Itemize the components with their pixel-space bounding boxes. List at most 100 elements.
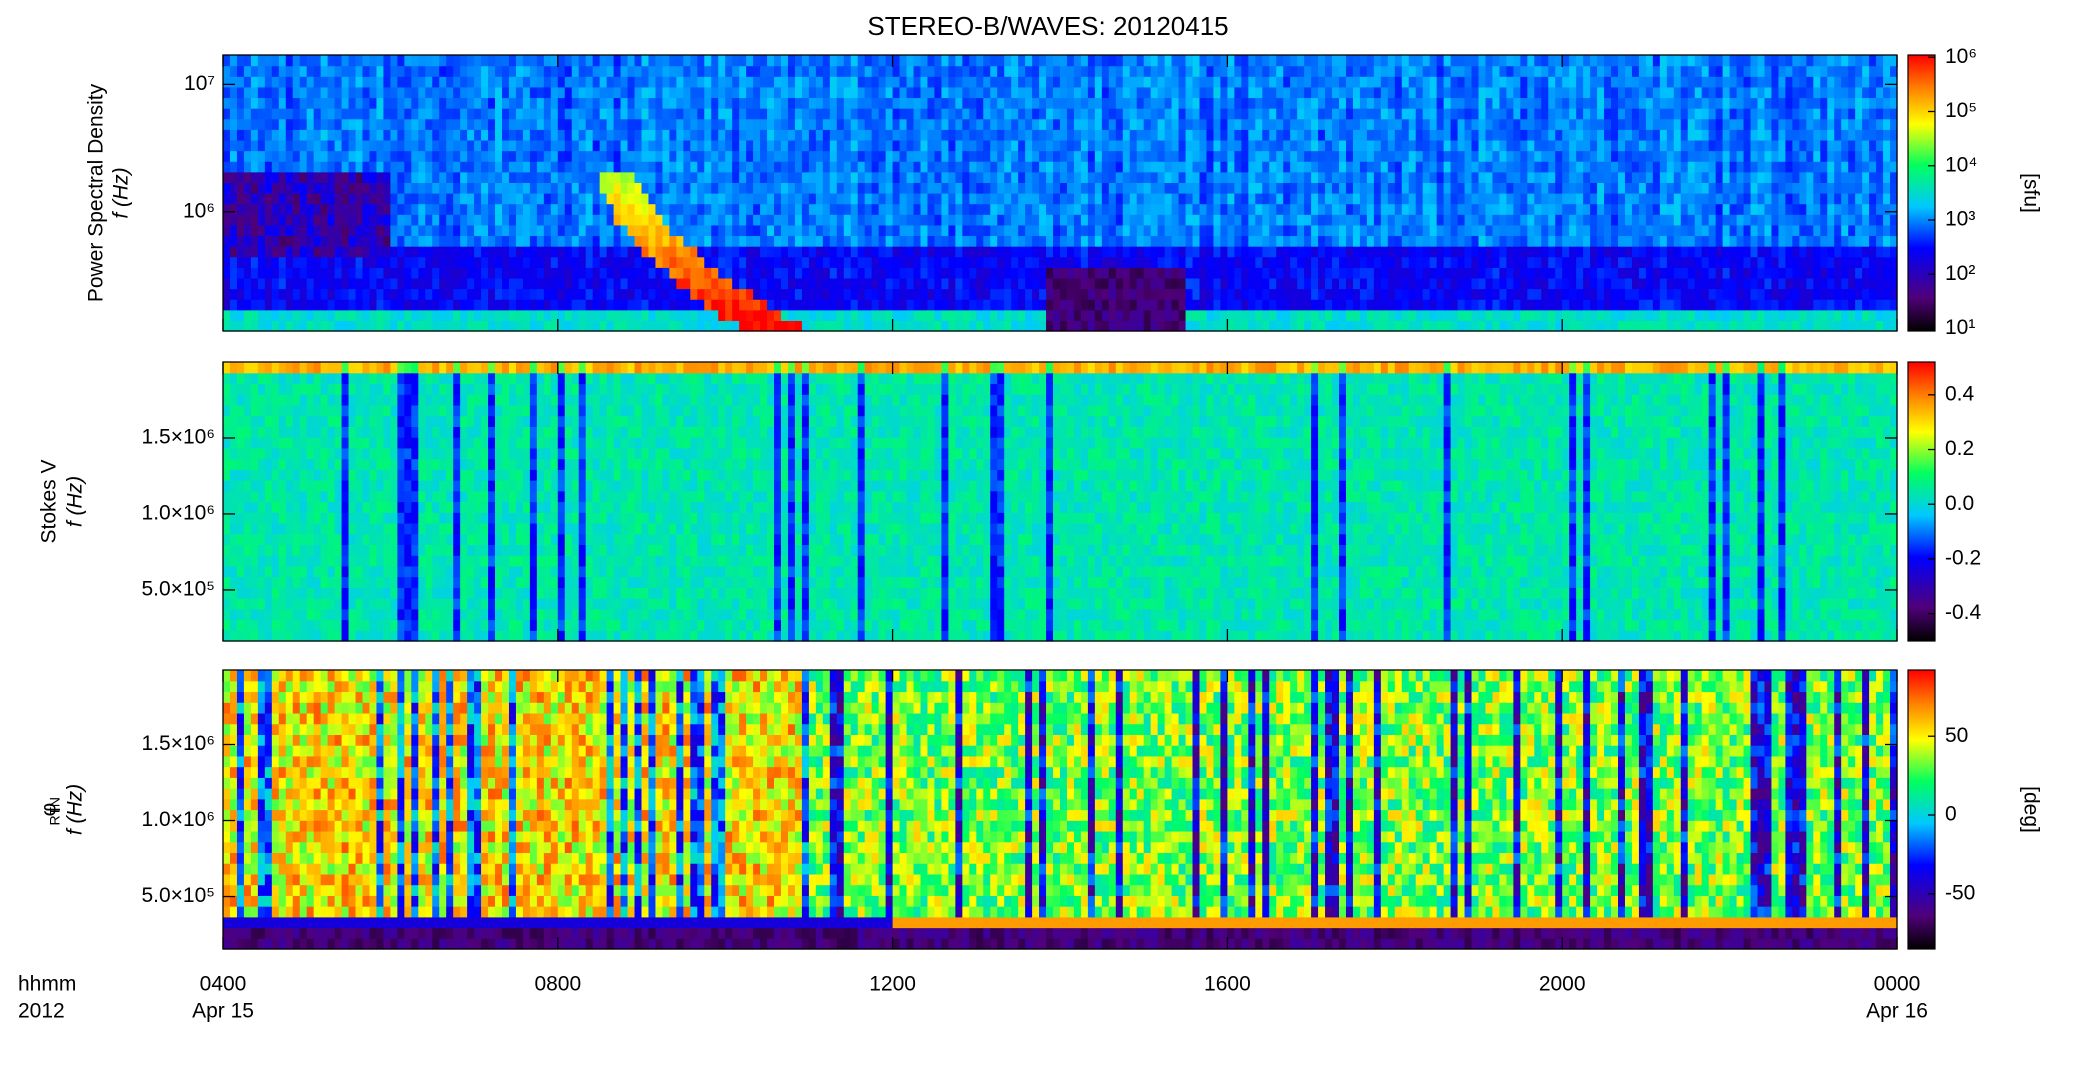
- spectrogram-cell: [1066, 182, 1075, 194]
- spectrogram-cell: [390, 161, 398, 173]
- spectrogram-cell: [1143, 246, 1152, 258]
- spectrogram-cell: [1025, 256, 1033, 268]
- spectrogram-cell: [1122, 203, 1131, 215]
- spectrogram-cell: [948, 139, 956, 152]
- spectrogram-cell: [892, 97, 901, 109]
- spectrogram-cell: [411, 65, 419, 77]
- spectrogram-cell: [878, 320, 887, 332]
- spectrogram-cell: [753, 118, 761, 130]
- spectrogram-cell: [934, 320, 943, 332]
- spectrogram-cell: [564, 203, 573, 215]
- spectrogram-cell: [1318, 129, 1326, 141]
- spectrogram-cell: [683, 86, 691, 99]
- spectrogram-cell: [278, 299, 287, 311]
- spectrogram-cell: [927, 139, 936, 152]
- spectrogram-cell: [1227, 320, 1235, 332]
- spectrogram-cell: [781, 65, 789, 77]
- spectrogram-cell: [704, 65, 712, 77]
- spectrogram-cell: [1087, 246, 1096, 258]
- spectrogram-cell: [1115, 76, 1124, 88]
- spectrogram-cell: [983, 309, 991, 321]
- spectrogram-cell: [1401, 277, 1410, 290]
- spectrogram-cell: [1011, 224, 1019, 237]
- spectrogram-cell: [962, 139, 970, 152]
- spectrogram-cell: [1541, 193, 1549, 205]
- spectrogram-cell: [1520, 193, 1528, 205]
- spectrogram-cell: [376, 118, 385, 130]
- spectrogram-cell: [627, 150, 636, 162]
- spectrogram-cell: [1039, 320, 1047, 332]
- spectrogram-cell: [655, 161, 664, 173]
- spectrogram-cell: [585, 161, 594, 173]
- spectrogram-cell: [320, 118, 329, 130]
- spectrogram-cell: [1046, 161, 1054, 173]
- spectrogram-cell: [1011, 193, 1019, 205]
- spectrogram-cell: [892, 108, 901, 120]
- spectrogram-cell: [1220, 277, 1228, 290]
- spectrogram-cell: [460, 150, 468, 162]
- spectrogram-cell: [613, 139, 622, 152]
- spectrogram-cell: [962, 86, 970, 99]
- spectrogram-cell: [1241, 118, 1249, 130]
- spectrogram-cell: [1408, 235, 1417, 247]
- spectrogram-cell: [439, 267, 447, 279]
- spectrogram-cell: [320, 203, 329, 215]
- spectrogram-cell: [341, 277, 350, 290]
- spectrogram-cell: [1436, 203, 1445, 215]
- spectrogram-cell: [829, 288, 838, 300]
- spectrogram-cell: [1171, 246, 1180, 258]
- spectrogram-cell: [1283, 235, 1291, 247]
- spectrogram-cell: [606, 193, 615, 205]
- spectrogram-cell: [1492, 320, 1501, 332]
- spectrogram-cell: [787, 277, 796, 290]
- spectrogram-cell: [585, 256, 594, 268]
- spectrogram-cell: [1032, 118, 1040, 130]
- spectrogram-cell: [292, 161, 301, 173]
- spectrogram-cell: [390, 235, 398, 247]
- spectrogram-cell: [1192, 129, 1201, 141]
- spectrogram-cell: [467, 256, 475, 268]
- spectrogram-cell: [655, 267, 664, 279]
- spectrogram-cell: [1304, 193, 1312, 205]
- spectrogram-cell: [467, 55, 475, 67]
- spectrogram-cell: [1478, 171, 1487, 183]
- spectrogram-cell: [383, 320, 391, 332]
- spectrogram-cell: [934, 65, 943, 77]
- spectrogram-cell: [822, 214, 831, 226]
- spectrogram-cell: [578, 256, 587, 268]
- spectrogram-cell: [1220, 118, 1228, 130]
- spectrogram-cell: [1339, 65, 1347, 77]
- spectrogram-cell: [432, 139, 440, 152]
- spectrogram-cell: [1332, 129, 1340, 141]
- spectrogram-cell: [913, 55, 922, 67]
- spectrogram-cell: [1192, 277, 1201, 290]
- spectrogram-cell: [1066, 108, 1075, 120]
- spectrogram-cell: [1297, 309, 1305, 321]
- spectrogram-cell: [641, 235, 650, 247]
- spectrogram-cell: [746, 55, 754, 67]
- spectrogram-cell: [397, 76, 405, 88]
- spectrogram-cell: [1443, 320, 1452, 332]
- spectrogram-cell: [1555, 76, 1563, 88]
- spectrogram-cell: [1380, 161, 1389, 173]
- spectrogram-cell: [732, 182, 740, 194]
- spectrogram-cell: [397, 86, 405, 99]
- spectrogram-cell: [306, 277, 315, 290]
- spectrogram-cell: [355, 97, 364, 109]
- spectrogram-cell: [704, 214, 712, 226]
- spectrogram-cell: [878, 309, 887, 321]
- spectrogram-cell: [1499, 182, 1507, 194]
- spectrogram-cell: [257, 65, 266, 77]
- spectrogram-cell: [1499, 65, 1507, 77]
- spectrogram-cell: [536, 320, 545, 332]
- spectrogram-cell: [711, 288, 719, 300]
- spectrogram-cell: [1018, 235, 1026, 247]
- spectrogram-cell: [223, 118, 231, 130]
- spectrogram-cell: [1171, 256, 1180, 268]
- spectrogram-cell: [1025, 320, 1033, 332]
- spectrogram-cell: [1325, 224, 1333, 237]
- spectrogram-cell: [1171, 288, 1180, 300]
- spectrogram-cell: [327, 299, 336, 311]
- spectrogram-cell: [536, 224, 545, 237]
- spectrogram-cell: [1394, 139, 1403, 152]
